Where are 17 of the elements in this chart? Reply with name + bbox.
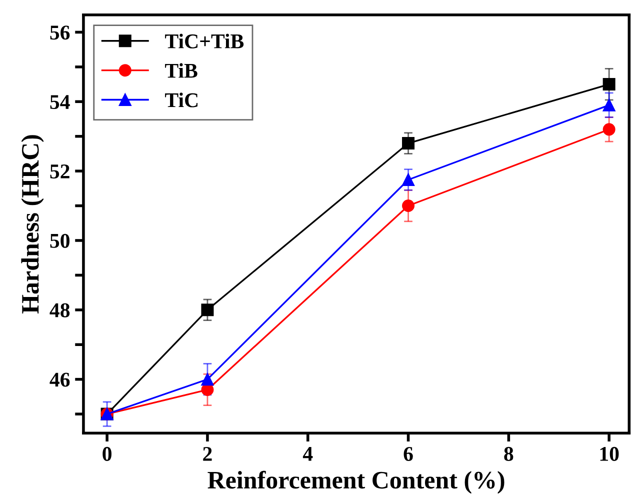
x-axis-title: Reinforcement Content (%) bbox=[208, 470, 504, 494]
x-tick-label: 4 bbox=[302, 447, 313, 461]
legend-label: TiC bbox=[165, 92, 198, 108]
y-tick-label: 52 bbox=[50, 164, 70, 178]
legend-label: TiB bbox=[165, 63, 198, 78]
y-tick-label: 50 bbox=[50, 234, 70, 248]
x-tick-label: 6 bbox=[404, 446, 413, 461]
x-tick-label: 2 bbox=[203, 446, 212, 461]
y-tick-label: 56 bbox=[50, 26, 70, 40]
y-tick-label: 48 bbox=[50, 303, 70, 318]
legend-label: TiC+TiB bbox=[165, 34, 244, 48]
x-tick-label: 10 bbox=[600, 446, 619, 461]
y-tick-label: 46 bbox=[50, 372, 70, 387]
y-axis-title: Hardness (HRC) bbox=[21, 135, 44, 314]
x-tick-label: 0 bbox=[102, 446, 112, 461]
y-tick-label: 54 bbox=[50, 95, 70, 110]
x-tick-label: 8 bbox=[504, 446, 514, 461]
